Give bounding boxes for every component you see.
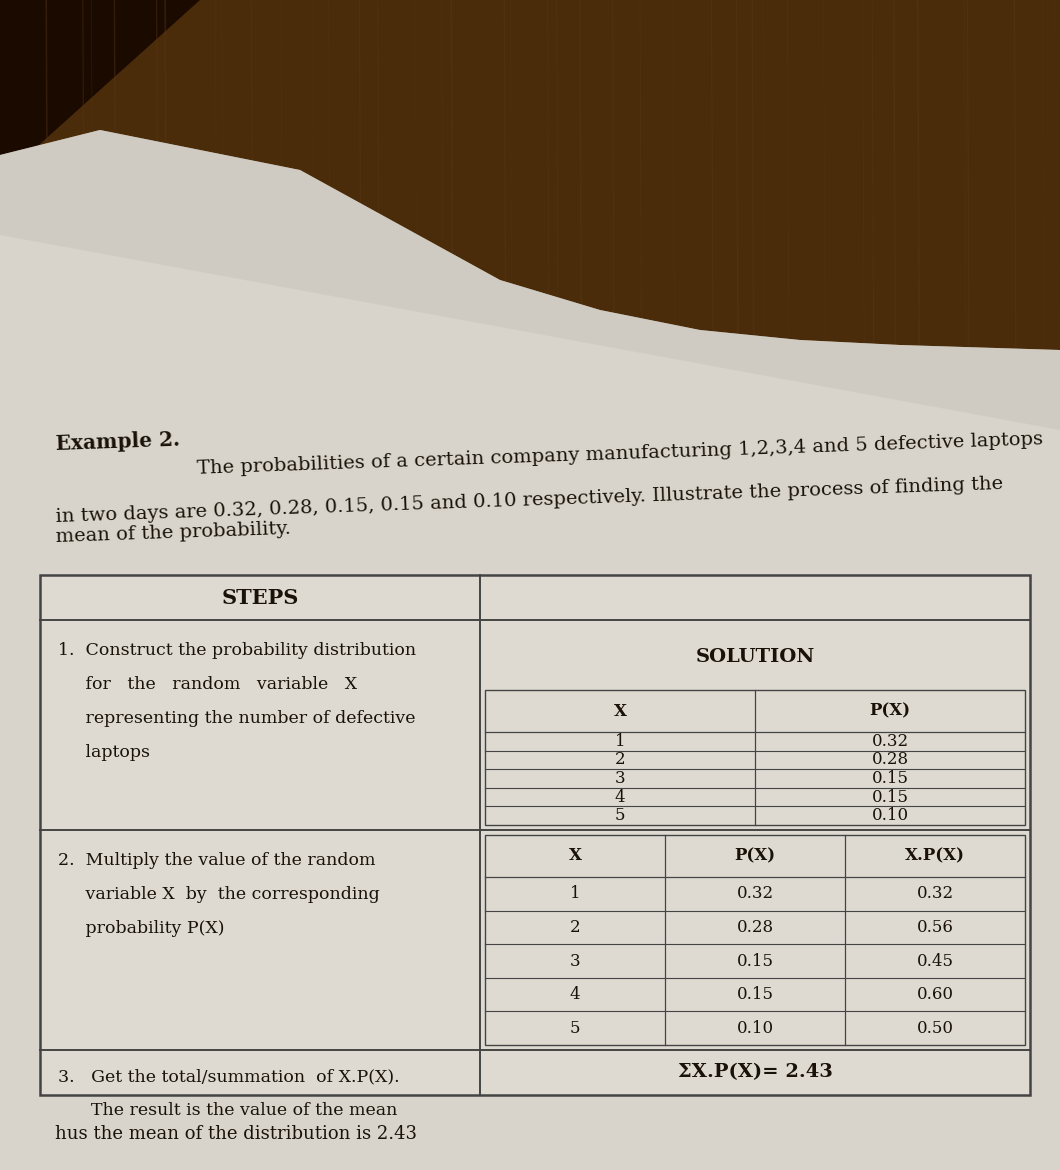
- Text: X: X: [568, 847, 582, 865]
- Text: 3: 3: [615, 770, 625, 787]
- Text: SOLUTION: SOLUTION: [695, 648, 815, 666]
- Text: 2.  Multiply the value of the random: 2. Multiply the value of the random: [58, 852, 375, 869]
- Text: for   the   random   variable   X: for the random variable X: [58, 676, 357, 693]
- Bar: [40, 574, 1030, 1095]
- Text: 0.28: 0.28: [737, 918, 774, 936]
- Text: The result is the value of the mean: The result is the value of the mean: [58, 1102, 398, 1119]
- Text: X.P(X): X.P(X): [905, 847, 965, 865]
- Text: 2: 2: [569, 918, 580, 936]
- Text: 0.45: 0.45: [917, 952, 954, 970]
- Text: 0.15: 0.15: [737, 986, 774, 1003]
- Text: in two days are 0.32, 0.28, 0.15, 0.15 and 0.10 respectively. Illustrate the pro: in two days are 0.32, 0.28, 0.15, 0.15 a…: [55, 475, 1003, 526]
- Text: 1: 1: [615, 732, 625, 750]
- Text: ΣX.P(X)= 2.43: ΣX.P(X)= 2.43: [677, 1064, 832, 1081]
- Text: 0.15: 0.15: [871, 770, 908, 787]
- Text: 0.28: 0.28: [871, 751, 908, 769]
- Text: 4: 4: [569, 986, 580, 1003]
- Text: 0.60: 0.60: [917, 986, 954, 1003]
- Text: 4: 4: [615, 789, 625, 806]
- Bar: [485, 690, 1025, 825]
- Text: 3.   Get the total/summation  of X.P(X).: 3. Get the total/summation of X.P(X).: [58, 1068, 400, 1085]
- Text: mean of the probability.: mean of the probability.: [55, 519, 290, 546]
- Text: P(X): P(X): [869, 702, 911, 720]
- Text: The probabilities of a certain company manufacturing 1,2,3,4 and 5 defective lap: The probabilities of a certain company m…: [190, 431, 1043, 477]
- Text: laptops: laptops: [58, 744, 151, 760]
- Text: 0.32: 0.32: [737, 886, 774, 902]
- Text: probability P(X): probability P(X): [58, 920, 225, 937]
- Text: 1: 1: [569, 886, 580, 902]
- Polygon shape: [0, 130, 1060, 431]
- Text: 0.50: 0.50: [917, 1020, 954, 1037]
- Polygon shape: [0, 130, 1060, 1170]
- Text: 0.10: 0.10: [737, 1020, 774, 1037]
- Bar: [485, 835, 1025, 1045]
- Text: 0.10: 0.10: [871, 807, 908, 824]
- Text: Example 2.: Example 2.: [55, 431, 180, 454]
- Text: variable X  by  the corresponding: variable X by the corresponding: [58, 886, 379, 903]
- Text: P(X): P(X): [735, 847, 776, 865]
- Text: 0.32: 0.32: [871, 732, 908, 750]
- Text: representing the number of defective: representing the number of defective: [58, 710, 416, 727]
- Text: 0.32: 0.32: [917, 886, 954, 902]
- Polygon shape: [0, 0, 200, 180]
- Text: 3: 3: [569, 952, 580, 970]
- Text: 1.  Construct the probability distribution: 1. Construct the probability distributio…: [58, 642, 417, 659]
- Text: X: X: [614, 702, 626, 720]
- Text: 0.15: 0.15: [871, 789, 908, 806]
- Text: hus the mean of the distribution is 2.43: hus the mean of the distribution is 2.43: [55, 1126, 417, 1143]
- Text: 5: 5: [570, 1020, 580, 1037]
- Text: STEPS: STEPS: [222, 587, 299, 607]
- Text: 5: 5: [615, 807, 625, 824]
- Text: 0.15: 0.15: [737, 952, 774, 970]
- Text: 2: 2: [615, 751, 625, 769]
- Text: 0.56: 0.56: [917, 918, 953, 936]
